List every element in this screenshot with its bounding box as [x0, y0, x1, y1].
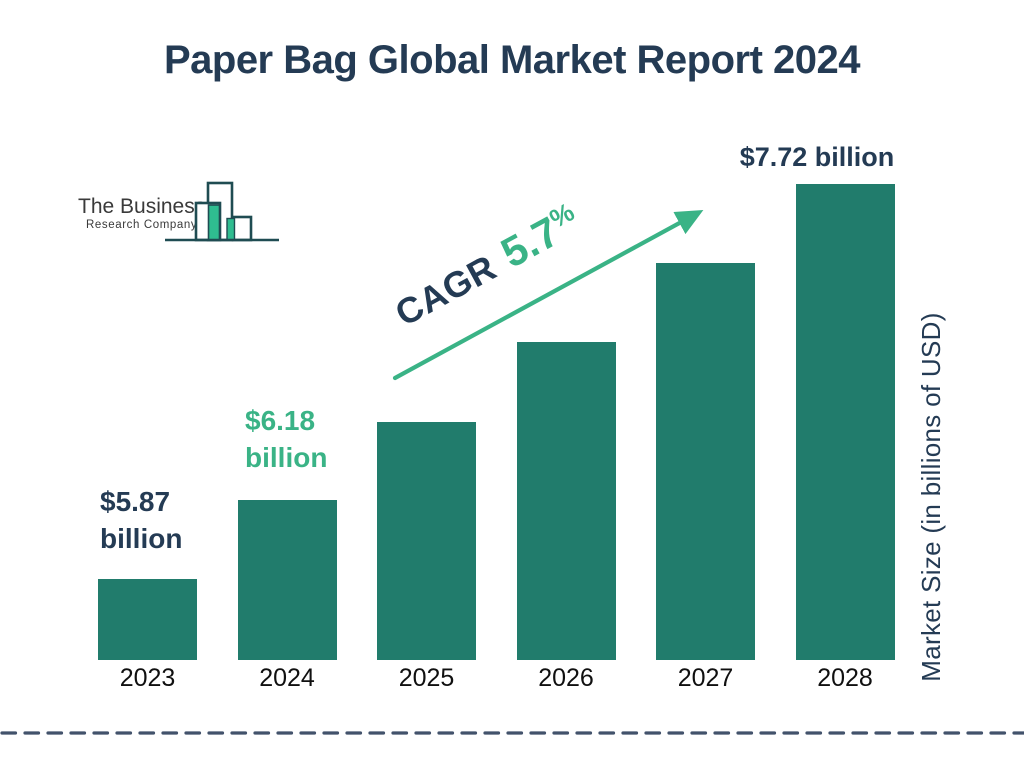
logo-text: The Business Research Company — [78, 195, 206, 232]
bar-2027 — [656, 263, 755, 660]
bar-2023 — [98, 579, 197, 660]
x-axis-label-2028: 2028 — [817, 664, 873, 692]
logo-bar-chart-icon — [165, 181, 279, 242]
value-label-2023: $5.87 billion — [100, 483, 182, 557]
logo-company-subtitle: Research Company — [86, 219, 198, 231]
value-label-2028: $7.72 billion — [739, 142, 895, 172]
x-axis-label-2027: 2027 — [677, 664, 734, 692]
bar-2028 — [795, 184, 895, 660]
value-label-2024-unit: billion — [245, 442, 328, 473]
bottom-dashed-divider — [0, 731, 1024, 735]
x-axis-label-2025: 2025 — [398, 664, 455, 692]
value-label-2024: $6.18 billion — [245, 402, 327, 476]
page-title: Paper Bag Global Market Report 2024 — [163, 38, 861, 82]
y-axis-label: Market Size (in billions of USD) — [916, 312, 946, 682]
logo-company-name: The Business — [78, 195, 206, 218]
value-label-2023-unit: billion — [100, 523, 183, 554]
growth-arrow-icon — [392, 209, 704, 381]
value-label-2023-amount: $5.87 — [100, 486, 171, 517]
value-label-2024-amount: $6.18 — [245, 405, 316, 436]
bar-2026 — [516, 342, 616, 660]
x-axis-label-2023: 2023 — [119, 664, 176, 692]
x-axis-label-2026: 2026 — [538, 664, 594, 692]
x-axis-label-2024: 2024 — [259, 664, 315, 692]
bar-2024 — [237, 500, 337, 660]
bar-2025 — [377, 422, 476, 660]
